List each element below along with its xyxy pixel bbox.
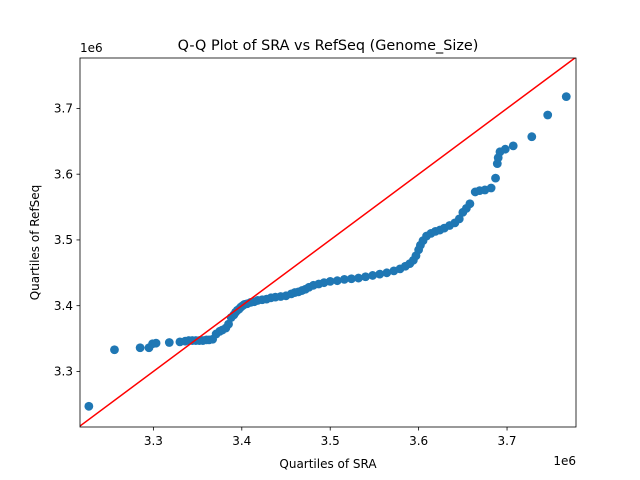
x-axis-label: Quartiles of SRA (279, 457, 377, 471)
data-point (347, 274, 356, 284)
data-point (110, 345, 119, 355)
data-point (454, 214, 464, 224)
data-points (84, 92, 571, 411)
chart-title: Q-Q Plot of SRA vs RefSeq (Genome_Size) (178, 38, 479, 54)
data-point (465, 199, 475, 209)
data-point (561, 92, 571, 101)
data-point (339, 274, 349, 284)
data-point (361, 272, 370, 282)
data-point (354, 273, 363, 283)
y-axis-label: Quartiles of RefSeq (28, 185, 42, 301)
data-point (508, 141, 518, 151)
reference-line-group (80, 58, 576, 427)
data-point (486, 183, 496, 193)
x-tick-label: 3.6 (409, 434, 428, 448)
x-axis-offset-label: 1e6 (553, 454, 576, 468)
data-point (527, 132, 537, 142)
data-point (325, 276, 335, 286)
y-tick-label: 3.7 (54, 102, 73, 116)
data-point (151, 338, 161, 348)
data-point (135, 343, 145, 353)
axes-frame (79, 57, 577, 428)
y-axis-offset-label: 1e6 (80, 41, 103, 55)
data-point (491, 173, 500, 183)
y-axis-ticks: 3.3 3.4 3.5 3.6 3.7 (54, 102, 80, 379)
data-point (84, 401, 94, 411)
data-point (332, 276, 342, 286)
data-point (543, 110, 553, 120)
reference-line (80, 58, 576, 427)
x-tick-label: 3.7 (497, 434, 516, 448)
y-tick-label: 3.4 (54, 299, 73, 313)
data-point (375, 269, 385, 279)
x-tick-label: 3.5 (321, 434, 340, 448)
y-tick-label: 3.3 (54, 365, 73, 379)
x-tick-label: 3.4 (232, 434, 251, 448)
data-point (164, 338, 174, 347)
data-point (224, 319, 233, 329)
y-tick-label: 3.5 (54, 233, 73, 247)
data-point (500, 144, 510, 154)
data-point (368, 271, 378, 280)
x-axis-ticks: 3.3 3.4 3.5 3.6 3.7 (144, 427, 517, 448)
x-tick-label: 3.3 (144, 434, 163, 448)
y-tick-label: 3.6 (54, 167, 73, 181)
data-point (382, 268, 392, 278)
